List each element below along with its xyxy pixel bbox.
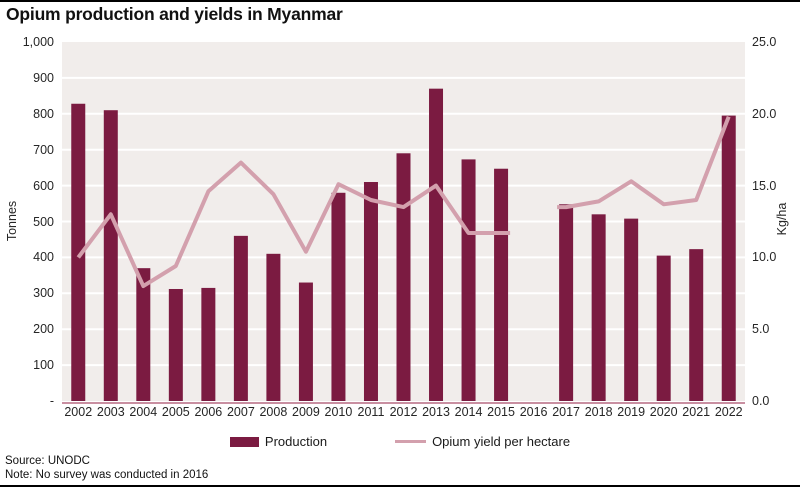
production-bar-2021	[689, 249, 704, 401]
production-bar-2004	[136, 268, 151, 401]
source-note: Source: UNODC	[5, 455, 90, 467]
right-axis-title: Kg/ha	[775, 202, 789, 236]
x-label-2018: 2018	[584, 405, 613, 419]
x-label-2003: 2003	[96, 405, 125, 419]
right-tick-20.0: 20.0	[752, 106, 777, 121]
left-tick-800: 800	[33, 106, 54, 121]
production-bar-2008	[266, 253, 281, 401]
left-tick-200: 200	[33, 322, 54, 337]
production-bar-2005	[168, 288, 183, 401]
x-label-2006: 2006	[194, 405, 223, 419]
chart-title: Opium production and yields in Myanmar	[6, 4, 343, 24]
x-label-2014: 2014	[454, 405, 483, 419]
left-tick-300: 300	[33, 286, 54, 301]
left-tick-100: 100	[33, 358, 54, 373]
x-label-2013: 2013	[422, 405, 450, 419]
x-label-2008: 2008	[259, 405, 288, 419]
left-tick--: -	[49, 394, 54, 408]
production-bar-2022	[721, 115, 736, 401]
production-bar-2011	[363, 182, 378, 401]
production-bar-2002	[71, 103, 86, 401]
production-swatch-icon	[229, 436, 259, 447]
right-tick-15.0: 15.0	[752, 178, 777, 193]
x-label-2012: 2012	[389, 405, 418, 419]
right-tick-10.0: 10.0	[752, 250, 777, 265]
production-bar-2020	[656, 255, 671, 401]
x-label-2022: 2022	[714, 405, 743, 419]
x-label-2021: 2021	[682, 405, 711, 419]
left-tick-700: 700	[33, 142, 54, 157]
production-bar-2015	[494, 168, 509, 401]
x-label-2010: 2010	[324, 405, 353, 419]
production-bar-2017	[559, 204, 574, 401]
left-tick-500: 500	[33, 214, 54, 229]
x-label-2005: 2005	[161, 405, 190, 419]
right-tick-5.0: 5.0	[752, 322, 770, 337]
footer: Source: UNODC Note: No survey was conduc…	[5, 454, 208, 482]
x-axis-line	[62, 402, 745, 404]
survey-note: Note: No survey was conducted in 2016	[5, 469, 209, 481]
yield-line-segment	[557, 115, 731, 210]
production-bar-2019	[624, 218, 639, 401]
production-bar-2006	[201, 287, 216, 401]
legend-label-yield: Opium yield per hectare	[432, 434, 571, 449]
left-tick-600: 600	[33, 178, 54, 193]
production-bar-2013	[429, 88, 444, 401]
right-tick-0.0: 0.0	[752, 394, 770, 408]
x-label-2009: 2009	[292, 405, 320, 419]
left-tick-1,000: 1,000	[22, 35, 54, 49]
x-label-2011: 2011	[357, 405, 385, 419]
x-label-2015: 2015	[487, 405, 515, 419]
production-bar-2010	[331, 192, 346, 401]
production-bar-2018	[591, 214, 606, 401]
x-label-2017: 2017	[552, 405, 581, 419]
production-bar-2003	[103, 110, 118, 401]
plot-area	[62, 42, 745, 401]
x-label-2020: 2020	[649, 405, 678, 419]
left-tick-400: 400	[33, 250, 54, 265]
x-label-2002: 2002	[64, 405, 93, 419]
production-bar-2007	[233, 235, 248, 401]
yield-line-swatch-icon	[395, 439, 427, 444]
yield-line-segment	[76, 160, 511, 289]
production-bar-2014	[461, 159, 476, 401]
right-tick-25.0: 25.0	[752, 35, 777, 49]
left-tick-900: 900	[33, 70, 54, 85]
x-label-2007: 2007	[226, 405, 255, 419]
legend-item-production: Production	[229, 434, 328, 449]
legend: Production Opium yield per hectare	[0, 434, 800, 449]
x-label-2004: 2004	[129, 405, 158, 419]
production-bar-2009	[298, 282, 313, 401]
legend-label-production: Production	[264, 434, 328, 449]
x-label-2019: 2019	[617, 405, 646, 419]
legend-item-yield: Opium yield per hectare	[395, 434, 570, 449]
production-bar-2012	[396, 153, 411, 401]
x-label-2016: 2016	[519, 405, 548, 419]
